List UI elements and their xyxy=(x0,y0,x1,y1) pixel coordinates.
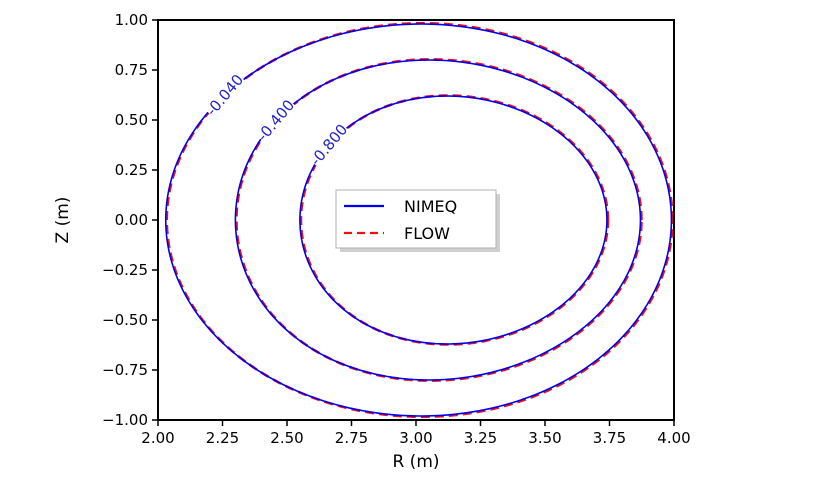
y-tick-label: 0.25 xyxy=(115,161,148,179)
contour-lines xyxy=(164,21,674,419)
flow-contour-2 xyxy=(299,94,610,346)
x-tick-label: 3.50 xyxy=(528,429,561,447)
contour-label-gap xyxy=(253,96,299,145)
legend-label-nimeq: NIMEQ xyxy=(404,197,457,216)
y-tick-label: −1.00 xyxy=(102,411,148,429)
x-tick-label: 2.50 xyxy=(270,429,303,447)
x-tick-label: 2.00 xyxy=(141,429,174,447)
x-tick-label: 4.00 xyxy=(657,429,690,447)
y-tick-label: −0.25 xyxy=(102,261,148,279)
y-axis-ticks: 1.00 0.75 0.50 0.25 0.00 −0.25 −0.50 −0.75 −1.00 xyxy=(102,11,158,429)
nimeq-contour-2 xyxy=(299,95,608,345)
nimeq-contour-0 xyxy=(164,23,673,417)
legend-box xyxy=(335,189,497,249)
flow-contour-1 xyxy=(235,58,643,382)
legend: NIMEQ FLOW xyxy=(335,189,500,252)
flow-contour-0 xyxy=(165,21,674,419)
y-axis-label: Z (m) xyxy=(53,197,73,244)
contour-label-gap xyxy=(306,120,352,170)
x-axis-ticks: 2.00 2.25 2.50 2.75 3.00 3.25 3.50 3.75 4.00 xyxy=(141,420,691,447)
y-tick-label: −0.50 xyxy=(102,311,148,329)
x-tick-label: 3.25 xyxy=(464,429,497,447)
y-tick-label: 0.00 xyxy=(115,211,148,229)
x-axis-label: R (m) xyxy=(392,452,439,472)
y-tick-label: 0.50 xyxy=(115,111,148,129)
x-tick-label: 2.75 xyxy=(335,429,368,447)
legend-label-flow: FLOW xyxy=(404,224,450,243)
contour-label-gap xyxy=(202,70,248,120)
x-tick-label: 3.00 xyxy=(399,429,432,447)
y-tick-label: 0.75 xyxy=(115,61,148,79)
y-tick-label: 1.00 xyxy=(115,11,148,29)
nimeq-contour-1 xyxy=(234,59,642,381)
y-tick-label: −0.75 xyxy=(102,361,148,379)
x-tick-label: 3.75 xyxy=(593,429,626,447)
x-tick-label: 2.25 xyxy=(206,429,239,447)
